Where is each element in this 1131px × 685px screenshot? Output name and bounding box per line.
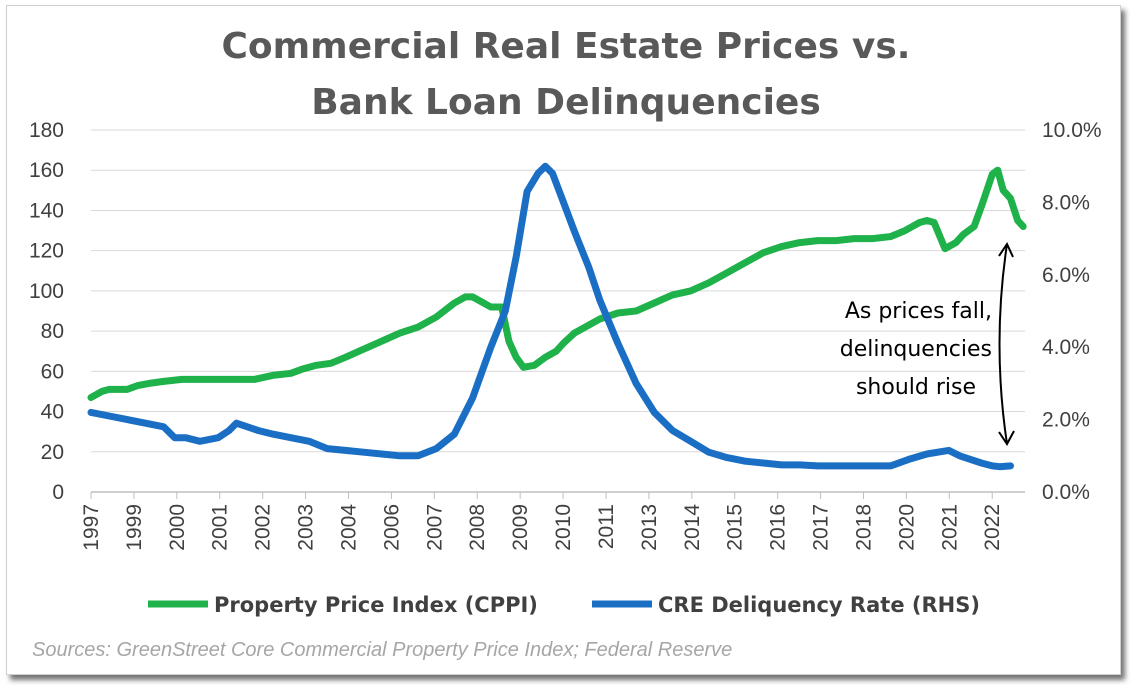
x-tick-label: 2014 [681,504,704,551]
annotation-line-1: As prices fall, [845,299,992,324]
source-note: Sources: GreenStreet Core Commercial Pro… [32,639,732,661]
left-tick-label: 0 [52,481,64,504]
chart-title-line-1: Commercial Real Estate Prices vs. [222,26,911,67]
x-tick-label: 2018 [852,504,875,551]
annotation-line-2: delinquencies [840,337,992,362]
right-tick-label: 0.0% [1042,481,1090,504]
x-tick-label: 2015 [724,504,747,551]
left-tick-label: 80 [41,320,64,343]
x-tick-label: 2003 [295,504,318,551]
x-tick-label: 2002 [252,504,275,551]
x-tick-label: 2011 [595,504,618,549]
legend: Property Price Index (CPPI) CRE Deliquen… [148,593,980,617]
x-tick-label: 1997 [80,504,103,551]
chart-title-line-2: Bank Loan Delinquencies [311,82,821,123]
annotation-arrow [998,241,1015,446]
x-tick-label: 2016 [767,504,790,551]
annotation-line-3: should rise [856,375,976,400]
x-tick-label: 2001 [209,504,232,551]
x-tick-label: 2007 [423,504,446,551]
left-tick-label: 20 [41,441,64,464]
left-tick-label: 60 [41,360,64,383]
x-tick-label: 2013 [638,504,661,551]
x-tick-label: 2010 [552,504,575,551]
x-tick-label: 2021 [938,504,961,551]
left-tick-label: 100 [29,280,64,303]
x-tick-label: 2017 [810,504,833,551]
left-tick-label: 40 [41,401,64,424]
left-axis-ticks: 0 20 40 60 80 100 120 140 160 180 [29,119,64,504]
x-tick-label: 1999 [123,504,146,551]
right-tick-label: 4.0% [1042,336,1090,359]
legend-label-delinquency: CRE Deliquency Rate (RHS) [658,593,980,617]
right-tick-label: 8.0% [1042,191,1090,214]
delinquency-line [87,162,1014,471]
x-tick-label: 2022 [981,504,1004,551]
right-tick-label: 6.0% [1042,264,1090,287]
left-tick-label: 160 [29,159,64,182]
left-tick-label: 120 [29,240,64,263]
x-tick-label: 2020 [895,504,918,551]
x-tick-label: 2004 [337,504,360,551]
right-axis-ticks: 0.0% 2.0% 4.0% 6.0% 8.0% 10.0% [1042,119,1102,504]
left-tick-label: 140 [29,199,64,222]
legend-label-cppi: Property Price Index (CPPI) [214,593,538,617]
cppi-line [87,166,1027,401]
right-tick-label: 10.0% [1042,119,1102,142]
x-tick-label: 2000 [166,504,189,551]
x-axis: 1997 1999 2000 2001 2002 2003 2004 2006 2007 2008… [80,491,1025,551]
grid-lines [91,129,1025,453]
right-tick-label: 2.0% [1042,409,1090,432]
left-tick-label: 180 [29,119,64,142]
x-tick-label: 2008 [466,504,489,551]
x-tick-label: 2006 [380,504,403,551]
series-lines [87,162,1027,471]
x-tick-label: 2009 [509,504,532,551]
